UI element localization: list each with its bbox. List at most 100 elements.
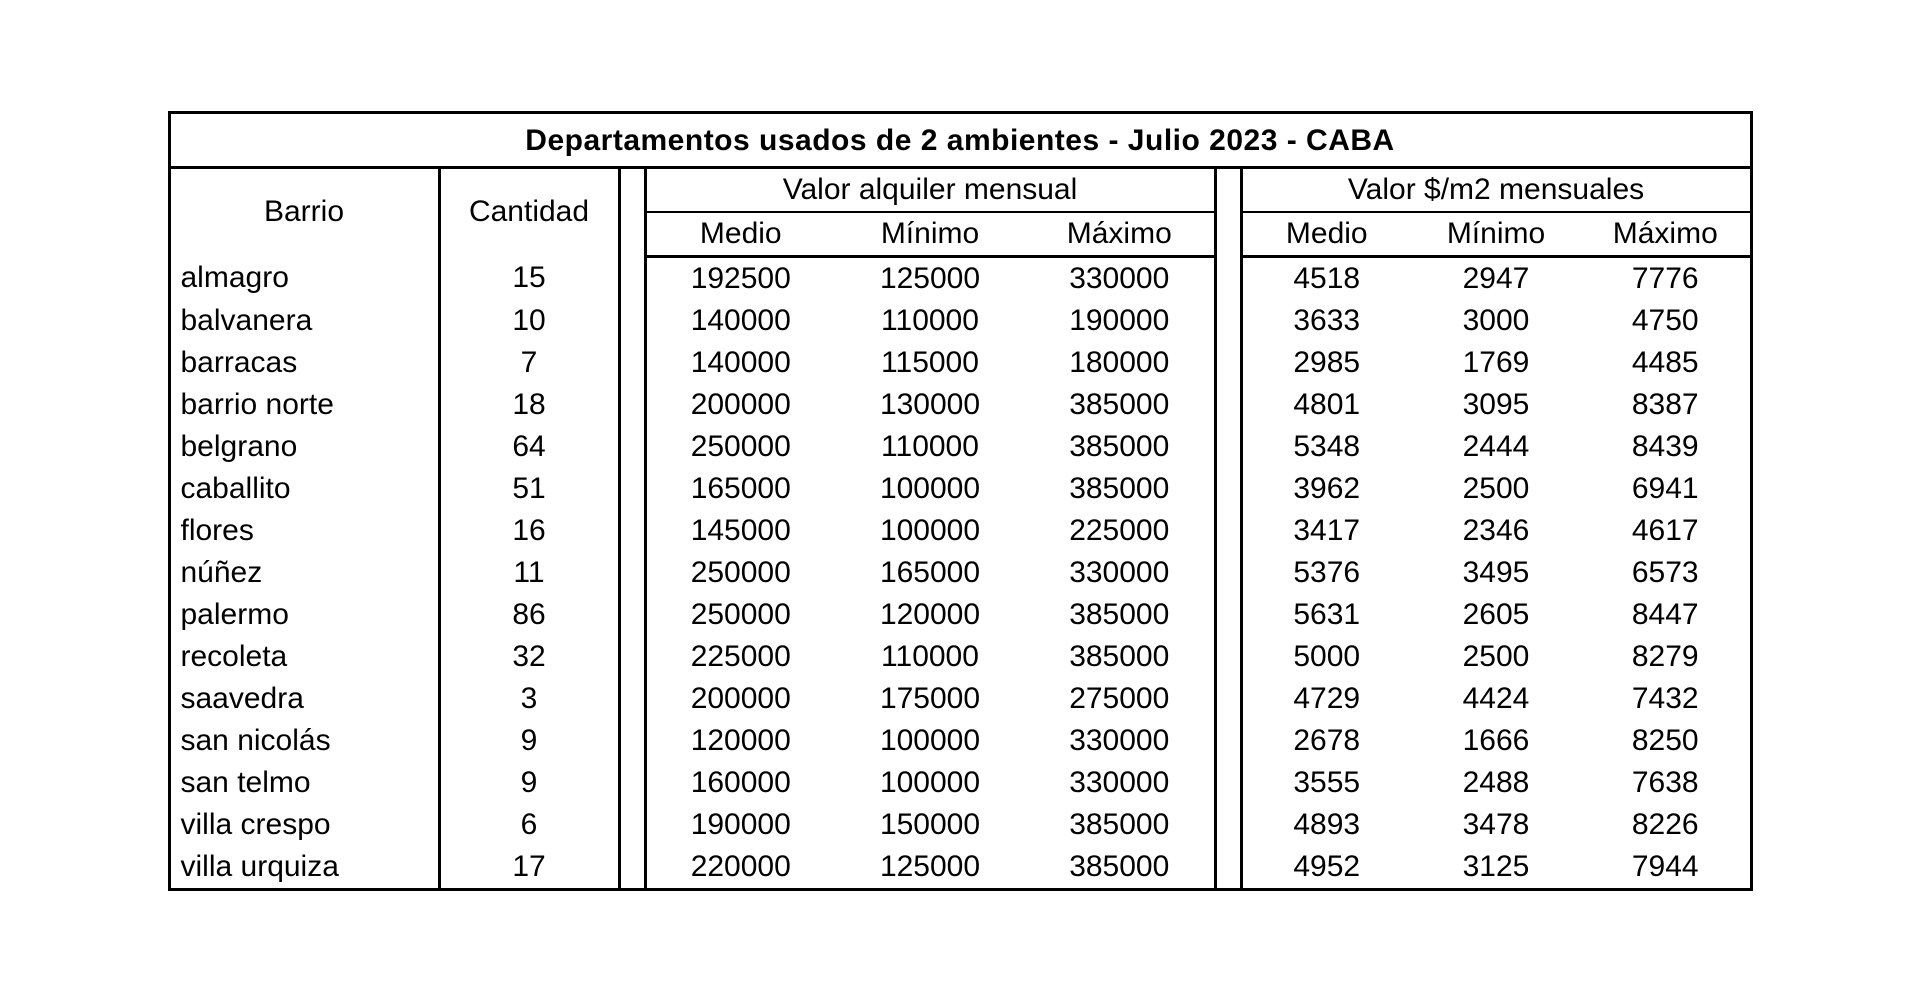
cell-m2-max: 8387 [1581,384,1751,426]
cell-cantidad: 17 [439,846,619,890]
cell-m2-max: 8226 [1581,804,1751,846]
cell-alq-min: 100000 [835,762,1025,804]
cell-m2-medio: 4801 [1241,384,1411,426]
col-alq-minimo: Mínimo [835,212,1025,257]
col-barrio: Barrio [169,167,439,256]
cell-m2-min: 2500 [1411,636,1581,678]
cell-m2-medio: 5000 [1241,636,1411,678]
gap-1 [619,167,645,256]
table-row: villa crespo6190000150000385000489334788… [169,804,1751,846]
cell-m2-min: 2488 [1411,762,1581,804]
cell-m2-min: 1769 [1411,342,1581,384]
cell-alq-max: 330000 [1025,762,1215,804]
col-m2-maximo: Máximo [1581,212,1751,257]
cell-m2-max: 8250 [1581,720,1751,762]
cell-cantidad: 32 [439,636,619,678]
cell-alq-min: 100000 [835,720,1025,762]
cell-m2-medio: 4893 [1241,804,1411,846]
cell-m2-max: 8279 [1581,636,1751,678]
cell-m2-max: 7432 [1581,678,1751,720]
gap-cell [1215,342,1241,384]
cell-alq-max: 225000 [1025,510,1215,552]
cell-m2-max: 8439 [1581,426,1751,468]
cell-alq-medio: 250000 [645,594,835,636]
cell-alq-min: 120000 [835,594,1025,636]
gap-cell [1215,552,1241,594]
rental-table: Departamentos usados de 2 ambientes - Ju… [168,111,1753,891]
cell-cantidad: 6 [439,804,619,846]
table-row: flores16145000100000225000341723464617 [169,510,1751,552]
col-group-m2: Valor $/m2 mensuales [1241,167,1751,212]
gap-cell [619,384,645,426]
table-row: balvanera1014000011000019000036333000475… [169,300,1751,342]
gap-cell [1215,678,1241,720]
cell-alq-min: 100000 [835,510,1025,552]
cell-barrio: saavedra [169,678,439,720]
cell-alq-medio: 145000 [645,510,835,552]
gap-cell [619,720,645,762]
cell-alq-max: 330000 [1025,552,1215,594]
cell-m2-max: 4617 [1581,510,1751,552]
col-m2-minimo: Mínimo [1411,212,1581,257]
cell-m2-max: 4485 [1581,342,1751,384]
cell-cantidad: 11 [439,552,619,594]
gap-cell [1215,846,1241,890]
table-row: caballito5116500010000038500039622500694… [169,468,1751,510]
cell-alq-max: 180000 [1025,342,1215,384]
cell-barrio: villa crespo [169,804,439,846]
cell-cantidad: 9 [439,720,619,762]
table-row: saavedra3200000175000275000472944247432 [169,678,1751,720]
cell-m2-min: 3000 [1411,300,1581,342]
table-row: belgrano64250000110000385000534824448439 [169,426,1751,468]
gap-cell [619,256,645,300]
gap-cell [1215,384,1241,426]
cell-alq-max: 385000 [1025,426,1215,468]
cell-barrio: belgrano [169,426,439,468]
cell-barrio: san telmo [169,762,439,804]
cell-cantidad: 51 [439,468,619,510]
gap-cell [1215,468,1241,510]
cell-alq-min: 110000 [835,300,1025,342]
cell-alq-max: 385000 [1025,384,1215,426]
cell-cantidad: 86 [439,594,619,636]
cell-alq-medio: 200000 [645,384,835,426]
table-row: barrio norte1820000013000038500048013095… [169,384,1751,426]
cell-m2-max: 4750 [1581,300,1751,342]
cell-alq-medio: 200000 [645,678,835,720]
cell-alq-min: 115000 [835,342,1025,384]
cell-m2-medio: 3417 [1241,510,1411,552]
cell-m2-medio: 5376 [1241,552,1411,594]
col-cantidad: Cantidad [439,167,619,256]
cell-m2-medio: 4729 [1241,678,1411,720]
cell-m2-medio: 4952 [1241,846,1411,890]
cell-alq-min: 110000 [835,426,1025,468]
cell-m2-medio: 3555 [1241,762,1411,804]
table-row: san telmo9160000100000330000355524887638 [169,762,1751,804]
gap-cell [619,762,645,804]
cell-alq-medio: 160000 [645,762,835,804]
cell-alq-medio: 192500 [645,256,835,300]
cell-m2-min: 3495 [1411,552,1581,594]
gap-cell [619,552,645,594]
cell-barrio: balvanera [169,300,439,342]
cell-alq-min: 125000 [835,846,1025,890]
cell-m2-medio: 4518 [1241,256,1411,300]
cell-barrio: palermo [169,594,439,636]
cell-alq-max: 330000 [1025,256,1215,300]
gap-cell [619,468,645,510]
gap-cell [1215,426,1241,468]
cell-cantidad: 7 [439,342,619,384]
cell-m2-min: 2605 [1411,594,1581,636]
table-row: palermo86250000120000385000563126058447 [169,594,1751,636]
page: Departamentos usados de 2 ambientes - Ju… [0,0,1920,1001]
cell-barrio: barrio norte [169,384,439,426]
gap-cell [619,846,645,890]
cell-barrio: flores [169,510,439,552]
cell-alq-min: 150000 [835,804,1025,846]
cell-alq-medio: 225000 [645,636,835,678]
gap-cell [619,426,645,468]
gap-cell [619,594,645,636]
gap-cell [1215,804,1241,846]
table-row: núñez11250000165000330000537634956573 [169,552,1751,594]
cell-alq-max: 190000 [1025,300,1215,342]
